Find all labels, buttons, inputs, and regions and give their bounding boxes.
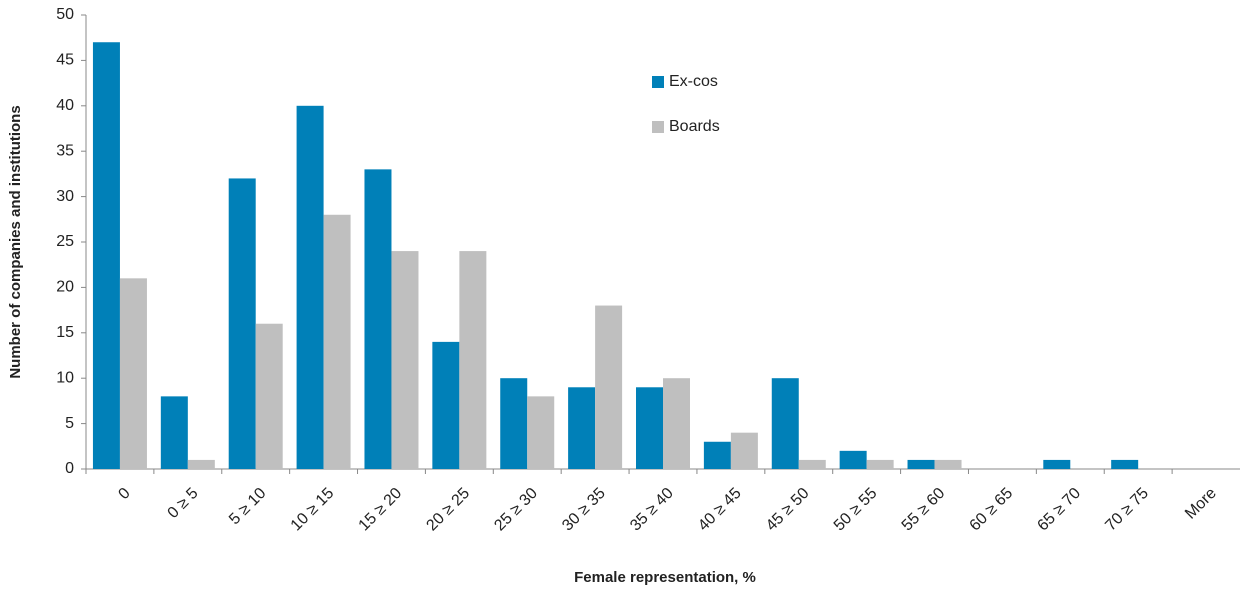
y-tick-label: 50 — [56, 6, 74, 23]
x-tick-label: 40 ≥ 45 — [695, 485, 745, 535]
x-tick-label: 25 ≥ 30 — [491, 485, 541, 535]
x-tick-label: 0 — [115, 485, 133, 503]
legend-label: Boards — [669, 118, 720, 135]
legend-label: Ex-cos — [669, 73, 718, 90]
x-tick-label: 10 ≥ 15 — [288, 485, 338, 535]
bar — [119, 278, 147, 469]
bar — [187, 459, 215, 469]
bar — [296, 105, 324, 470]
bar — [459, 251, 487, 469]
x-tick-label: 60 ≥ 65 — [967, 485, 1017, 535]
bar — [730, 432, 758, 469]
x-tick-label: 65 ≥ 70 — [1034, 485, 1084, 535]
y-tick-label: 25 — [56, 233, 74, 250]
bar — [255, 323, 283, 469]
bar — [568, 387, 596, 469]
x-tick-label: 50 ≥ 55 — [831, 485, 881, 535]
y-tick-label: 0 — [65, 460, 74, 477]
x-tick-label: More — [1182, 485, 1220, 523]
bar — [364, 169, 392, 470]
x-tick-label: 70 ≥ 75 — [1102, 485, 1152, 535]
bar — [92, 42, 120, 470]
bar — [160, 396, 188, 469]
y-axis-title: Number of companies and institutions — [7, 105, 24, 378]
y-tick-label: 30 — [56, 188, 74, 205]
bar — [866, 459, 894, 469]
bar — [703, 441, 731, 469]
bar — [228, 178, 256, 469]
bar — [636, 387, 663, 469]
bar — [391, 251, 419, 469]
bar — [798, 459, 826, 469]
bar — [595, 305, 623, 469]
y-tick-label: 15 — [56, 324, 74, 341]
x-tick-label: 15 ≥ 20 — [356, 485, 406, 535]
x-tick-label: 30 ≥ 35 — [559, 485, 609, 535]
bar — [907, 459, 935, 469]
x-tick-label: 35 ≥ 40 — [627, 485, 677, 535]
bar — [663, 378, 690, 469]
bar — [1111, 459, 1139, 469]
bar — [500, 378, 528, 469]
x-tick-label: 55 ≥ 60 — [899, 485, 949, 535]
legend-swatch — [652, 76, 664, 88]
y-tick-label: 20 — [56, 279, 74, 296]
bar — [839, 450, 867, 469]
x-axis-title: Female representation, % — [574, 569, 756, 586]
y-tick-label: 40 — [56, 97, 74, 114]
bar — [323, 214, 351, 469]
bar — [1043, 459, 1071, 469]
x-tick-label: 0 ≥ 5 — [165, 485, 202, 522]
y-tick-label: 45 — [56, 52, 74, 69]
y-tick-label: 35 — [56, 142, 74, 159]
x-tick-label: 45 ≥ 50 — [763, 485, 813, 535]
bar — [527, 396, 555, 469]
y-tick-label: 10 — [56, 369, 74, 386]
bar — [432, 341, 460, 469]
bar — [934, 459, 962, 469]
legend-swatch — [652, 121, 664, 133]
x-tick-label: 20 ≥ 25 — [423, 485, 473, 535]
bar — [771, 378, 799, 469]
x-tick-label: 5 ≥ 10 — [226, 485, 269, 528]
y-tick-label: 5 — [65, 415, 74, 432]
